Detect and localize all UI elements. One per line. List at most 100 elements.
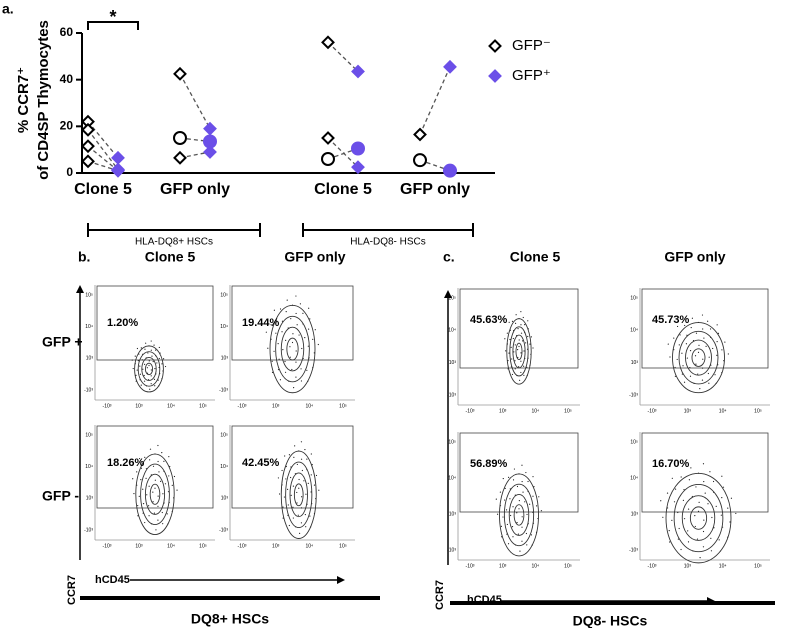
y-axis-label: CCR7 xyxy=(434,580,446,610)
event-dot xyxy=(136,347,139,350)
gate xyxy=(459,288,579,369)
event-dot xyxy=(155,349,157,351)
flow-tick-label: -10³ xyxy=(629,392,638,398)
event-dot xyxy=(520,311,522,313)
event-dot xyxy=(495,498,497,500)
flow-tick-label: 10⁵ xyxy=(339,403,347,409)
event-dot xyxy=(712,480,715,483)
event-dot xyxy=(521,480,523,483)
event-dot xyxy=(694,355,697,357)
event-dot xyxy=(518,339,520,341)
contour xyxy=(286,337,299,361)
event-dot xyxy=(522,316,524,319)
event-dot xyxy=(729,521,731,523)
flow-tick-label: 10³ xyxy=(272,403,280,409)
flow-tick-label: 10⁴ xyxy=(167,403,175,409)
event-dot xyxy=(133,492,135,495)
event-dot xyxy=(525,532,528,535)
event-dot xyxy=(300,368,302,370)
event-dot xyxy=(703,480,705,483)
event-dot xyxy=(307,345,309,347)
event-dot xyxy=(674,366,676,369)
flow-tick-label: -10³ xyxy=(447,547,456,553)
event-dot xyxy=(313,484,316,486)
flow-tick-label: 10³ xyxy=(684,563,692,569)
event-dot xyxy=(290,476,292,479)
x-tick-label: Clone 5 xyxy=(74,181,132,198)
event-dot xyxy=(727,353,729,355)
event-dot xyxy=(142,488,144,490)
point xyxy=(81,154,95,169)
event-dot xyxy=(677,538,679,540)
event-dot xyxy=(502,516,504,518)
significance: * xyxy=(109,7,116,27)
event-dot xyxy=(716,324,718,326)
flow-tick-label: -10³ xyxy=(648,408,657,414)
x-tick-label: Clone 5 xyxy=(314,181,372,198)
event-dot xyxy=(530,336,532,338)
event-dot xyxy=(523,365,525,367)
event-dot xyxy=(727,507,729,509)
event-dot xyxy=(139,373,142,375)
event-dot xyxy=(291,368,293,371)
event-dot xyxy=(517,349,519,351)
legend-label: GFP⁺ xyxy=(512,67,551,84)
contour xyxy=(134,345,164,393)
event-dot xyxy=(678,527,680,530)
event-dot xyxy=(152,465,155,467)
event-dot xyxy=(532,347,534,349)
event-dot xyxy=(300,507,303,509)
event-dot xyxy=(660,500,662,502)
event-dot xyxy=(519,379,521,381)
contour xyxy=(665,472,732,564)
point xyxy=(351,160,365,175)
event-dot xyxy=(504,487,506,490)
flow-tick-label: 10⁵ xyxy=(754,563,762,569)
event-dot xyxy=(288,524,290,527)
event-dot xyxy=(158,471,160,473)
contour xyxy=(280,326,305,372)
event-dot xyxy=(286,488,289,490)
event-dot xyxy=(284,455,286,457)
gate xyxy=(641,432,769,513)
flow-tick-label: 10⁵ xyxy=(85,432,93,438)
event-dot xyxy=(310,474,312,476)
event-dot xyxy=(306,369,308,371)
row-label: GFP - xyxy=(42,488,79,504)
event-dot xyxy=(317,343,319,346)
event-dot xyxy=(154,368,156,370)
event-dot xyxy=(314,329,316,331)
event-dot xyxy=(718,539,720,541)
event-dot xyxy=(173,475,176,478)
event-dot xyxy=(688,479,690,481)
event-dot xyxy=(307,482,309,485)
event-dot xyxy=(521,464,523,466)
event-dot xyxy=(265,331,267,333)
point xyxy=(351,64,365,79)
event-dot xyxy=(527,320,529,322)
event-dot xyxy=(721,497,723,499)
event-dot xyxy=(290,494,292,496)
event-dot xyxy=(662,516,664,518)
flow-tick-label: 10³ xyxy=(135,403,143,409)
event-dot xyxy=(527,335,529,338)
event-dot xyxy=(296,463,298,466)
point xyxy=(321,152,335,166)
flow-tick-label: 10³ xyxy=(631,511,639,517)
event-dot xyxy=(694,515,696,517)
event-dot xyxy=(289,346,291,348)
flow-tick-label: 10⁵ xyxy=(564,408,572,414)
event-dot xyxy=(689,375,692,377)
event-dot xyxy=(522,491,524,493)
event-dot xyxy=(144,456,146,458)
event-dot xyxy=(720,514,722,516)
event-dot xyxy=(296,491,298,494)
event-dot xyxy=(167,491,170,493)
event-dot xyxy=(157,495,159,497)
flow-tick-label: 10⁵ xyxy=(564,563,572,569)
event-dot xyxy=(136,471,138,473)
contour xyxy=(293,483,304,507)
event-dot xyxy=(308,307,310,309)
event-dot xyxy=(698,501,700,503)
